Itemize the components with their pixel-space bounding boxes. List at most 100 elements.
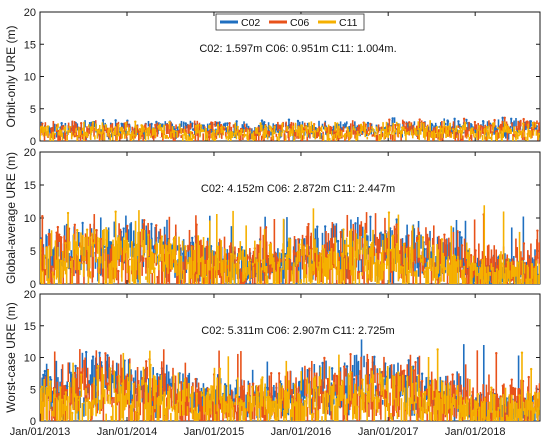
- data-point: [526, 120, 529, 123]
- data-point: [359, 123, 363, 127]
- data-point: [471, 409, 475, 413]
- data-point: [132, 382, 135, 386]
- data-point: [168, 120, 171, 124]
- data-point: [64, 391, 67, 394]
- data-point: [503, 116, 506, 119]
- data-point: [521, 260, 524, 263]
- data-point: [490, 386, 493, 389]
- data-point: [163, 373, 167, 376]
- data-point: [65, 388, 69, 392]
- data-point: [405, 122, 408, 125]
- data-point: [165, 123, 168, 126]
- data-point: [42, 373, 45, 377]
- legend-label: C02: [241, 17, 260, 29]
- data-point: [366, 259, 370, 263]
- data-point: [263, 120, 266, 124]
- data-point: [266, 254, 270, 258]
- data-point: [235, 120, 238, 123]
- data-point: [74, 378, 78, 381]
- data-point: [46, 125, 50, 128]
- data-point: [69, 371, 72, 375]
- data-point: [253, 393, 256, 396]
- data-point: [240, 129, 243, 132]
- data-point: [412, 369, 415, 372]
- data-point: [116, 134, 119, 138]
- data-point: [407, 234, 410, 237]
- data-point: [460, 236, 463, 239]
- data-point: [493, 393, 496, 397]
- data-point: [43, 126, 46, 130]
- data-point: [505, 414, 508, 418]
- data-point: [342, 228, 345, 231]
- legend: C02 C06 C11: [215, 13, 365, 31]
- data-point: [339, 230, 342, 234]
- data-point: [520, 130, 523, 133]
- data-point: [225, 135, 228, 139]
- data-point: [226, 122, 229, 125]
- data-point: [440, 238, 444, 241]
- data-point: [236, 125, 239, 129]
- data-point: [298, 243, 301, 246]
- legend-entry-C11: C11: [318, 17, 358, 29]
- data-point: [352, 377, 356, 381]
- data-point: [88, 236, 91, 239]
- data-point: [298, 380, 301, 384]
- x-axis-ticks: Jan/01/2013 Jan/01/2014 Jan/01/2015 Jan/01/…: [10, 426, 506, 438]
- data-point: [266, 390, 270, 393]
- data-point: [355, 405, 359, 409]
- legend-box: [215, 13, 365, 31]
- data-point: [259, 240, 262, 243]
- data-point: [212, 129, 216, 132]
- data-point: [514, 387, 517, 390]
- data-point: [356, 130, 359, 134]
- data-point: [321, 361, 324, 365]
- data-point: [423, 248, 426, 251]
- data-point: [476, 392, 480, 396]
- y-axis-label: Orbit-only URE (m): [4, 25, 18, 127]
- data-point: [80, 373, 83, 376]
- data-point: [64, 241, 67, 245]
- data-point: [117, 124, 120, 127]
- y-tick-label: 0: [30, 136, 36, 148]
- data-point: [425, 388, 428, 391]
- data-point: [229, 252, 233, 256]
- data-point: [160, 235, 164, 238]
- data-point: [95, 256, 98, 260]
- legend-label: C06: [290, 17, 309, 29]
- data-point: [268, 125, 271, 128]
- data-point: [184, 245, 187, 248]
- data-point: [395, 223, 398, 226]
- data-point: [378, 264, 382, 267]
- data-point: [339, 128, 342, 131]
- panel-2: 0 5 10 15 20 Global-average URE (m) C02: 4.152…: [4, 147, 541, 291]
- data-point: [53, 388, 57, 391]
- series-group: [40, 116, 540, 141]
- data-point: [297, 238, 300, 241]
- data-point: [537, 132, 540, 136]
- data-point: [80, 121, 83, 125]
- panels-layer: 0 5 10 15 20 Orbit-only URE (m) C02: 1.597m C0…: [4, 7, 541, 428]
- data-point: [531, 121, 535, 125]
- y-tick-label: 0: [30, 416, 36, 428]
- series-group: [40, 205, 540, 284]
- data-point: [383, 128, 386, 132]
- data-point: [59, 259, 63, 263]
- data-point: [345, 365, 349, 368]
- data-point: [485, 125, 488, 129]
- data-point: [162, 124, 166, 127]
- x-tick-label: Jan/01/2014: [97, 426, 158, 438]
- data-point: [453, 255, 457, 258]
- y-tick-label: 10: [24, 353, 36, 365]
- y-tick-label: 10: [24, 72, 36, 84]
- data-point: [470, 262, 474, 265]
- data-point: [349, 352, 352, 356]
- data-point: [58, 233, 61, 236]
- data-point: [271, 131, 275, 134]
- data-point: [149, 363, 152, 367]
- data-point: [126, 224, 129, 228]
- data-point: [40, 385, 44, 389]
- data-point: [49, 375, 52, 379]
- data-point: [369, 129, 372, 132]
- data-point: [98, 351, 101, 354]
